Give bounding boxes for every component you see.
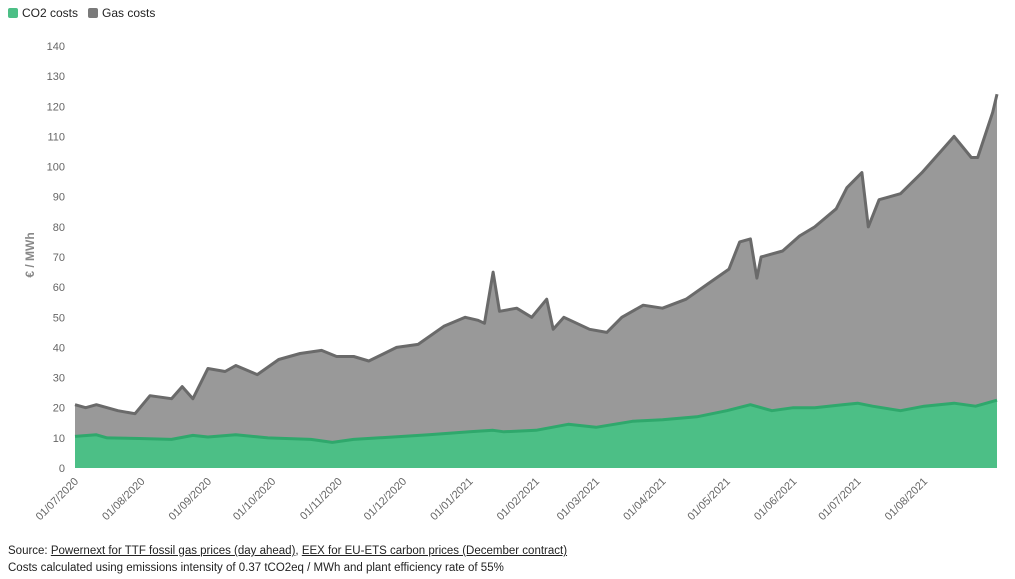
x-tick-label: 01/07/2021	[816, 476, 863, 523]
gas-costs-line	[74, 93, 999, 416]
y-tick-label: 40	[53, 342, 65, 354]
x-tick-label: 01/08/2021	[883, 476, 930, 523]
co2-costs-area	[75, 400, 997, 468]
x-tick-label: 01/04/2021	[621, 476, 668, 523]
y-tick-label: 0	[59, 463, 65, 475]
co2-costs-line	[74, 398, 998, 444]
y-tick-label: 120	[47, 101, 65, 113]
y-tick-label: 70	[53, 252, 65, 264]
legend-label-gas: Gas costs	[102, 6, 156, 20]
source-prefix: Source:	[8, 545, 51, 557]
gas-swatch-icon	[88, 8, 99, 18]
source-separator: ,	[295, 545, 302, 557]
y-tick-label: 110	[47, 131, 65, 143]
x-tick-label: 01/12/2020	[362, 476, 409, 523]
y-tick-label: 30	[53, 373, 65, 385]
co2-swatch-icon	[8, 8, 18, 18]
legend-label-co2: CO2 costs	[22, 6, 79, 20]
x-tick-label: 01/02/2021	[495, 476, 542, 523]
x-tick-label: 01/08/2020	[100, 476, 147, 523]
x-tick-label: 01/03/2021	[555, 476, 602, 523]
y-tick-label: 80	[53, 222, 65, 234]
legend-item-co2[interactable]: CO2 costs	[8, 6, 78, 20]
y-tick-label: 100	[47, 162, 65, 174]
source-block: Source: Powernext for TTF fossil gas pri…	[8, 543, 567, 577]
x-tick-label: 01/06/2021	[752, 476, 799, 523]
eex-link[interactable]: EEX for EU-ETS carbon prices (December c…	[301, 545, 568, 557]
y-tick-label: 140	[47, 41, 65, 53]
x-tick-label: 01/01/2021	[428, 476, 475, 523]
x-tick-label: 01/07/2020	[34, 476, 81, 523]
x-tick-label: 01/09/2020	[167, 476, 214, 523]
y-axis-title: € / MWh	[23, 232, 37, 277]
powernext-link[interactable]: Powernext for TTF fossil gas prices (day…	[50, 545, 296, 557]
y-tick-label: 60	[53, 282, 65, 294]
area-chart: 0 10 20 30 40 50 60 70 80 90 100 110 120 130 140 € / MW…	[23, 41, 999, 523]
gas-costs-area	[75, 94, 997, 443]
methodology-note: Costs calculated using emissions intensi…	[8, 562, 504, 574]
y-tick-label: 90	[53, 192, 65, 204]
y-tick-label: 10	[53, 433, 65, 445]
x-tick-label: 01/11/2020	[298, 476, 345, 523]
x-tick-label: 01/05/2021	[686, 476, 733, 523]
legend-item-gas[interactable]: Gas costs	[88, 6, 155, 20]
legend: CO2 costs Gas costs	[8, 6, 155, 20]
source-line: Source: Powernext for TTF fossil gas pri…	[8, 543, 567, 560]
x-tick-label: 01/10/2020	[231, 476, 278, 523]
y-tick-label: 130	[47, 71, 65, 83]
y-tick-label: 50	[53, 312, 65, 324]
y-tick-label: 20	[53, 403, 65, 415]
